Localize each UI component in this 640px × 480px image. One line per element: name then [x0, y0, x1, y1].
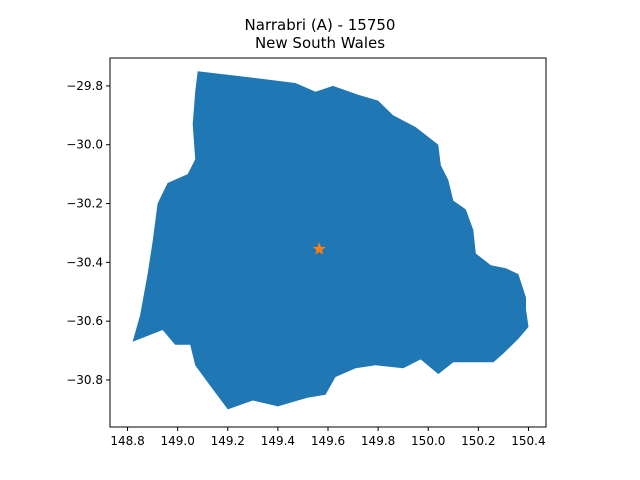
x-tick-label: 149.8 — [361, 434, 395, 448]
y-tick-label: −30.2 — [66, 197, 103, 211]
region-layer — [132, 71, 529, 410]
y-tick-label: −30.0 — [66, 138, 103, 152]
region-narrabri — [132, 71, 529, 410]
x-tick-label: 149.0 — [160, 434, 194, 448]
x-tick-label: 150.4 — [511, 434, 545, 448]
marker-layer — [312, 242, 326, 255]
x-tick-label: 150.2 — [461, 434, 495, 448]
x-tick-label: 149.2 — [211, 434, 245, 448]
x-tick-label: 149.6 — [311, 434, 345, 448]
chart-subtitle: New South Wales — [254, 34, 386, 52]
y-tick-label: −30.8 — [66, 373, 103, 387]
y-tick-label: −30.4 — [66, 255, 103, 269]
y-tick-label: −30.6 — [66, 314, 103, 328]
y-tick-label: −29.8 — [66, 79, 103, 93]
y-axis: −29.8 −30.0 −30.2 −30.4 −30.6 −30.8 — [66, 79, 110, 387]
x-tick-label: 148.8 — [110, 434, 144, 448]
station-star-marker — [312, 242, 326, 255]
x-tick-label: 150.0 — [411, 434, 445, 448]
x-axis: 148.8 149.0 149.2 149.4 149.6 149.8 150.0 150.2… — [110, 427, 546, 448]
x-tick-label: 149.4 — [261, 434, 295, 448]
chart-title: Narrabri (A) - 15750 — [244, 16, 396, 34]
